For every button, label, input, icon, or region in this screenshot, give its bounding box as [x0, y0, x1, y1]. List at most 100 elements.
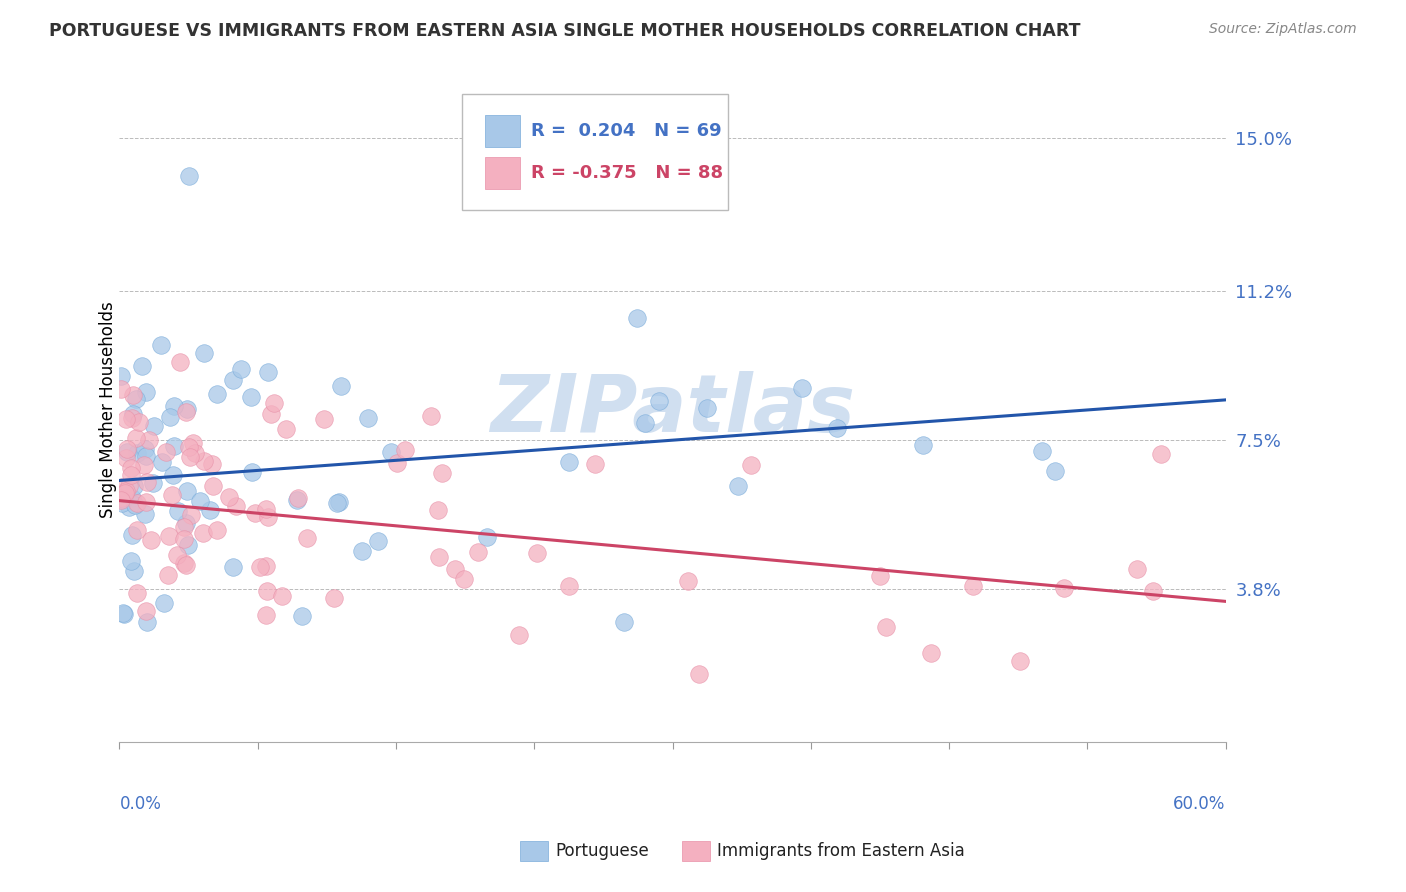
Point: [135, 494, 157, 508]
Point: [1031, 443, 1053, 458]
Point: [325, 496, 347, 510]
Point: [125, 446, 148, 460]
Point: [173, 520, 195, 534]
Point: [177, 440, 200, 454]
Point: [166, 548, 188, 562]
Point: [115, 412, 138, 426]
Point: [696, 401, 718, 415]
Point: [193, 345, 215, 359]
Point: [367, 534, 389, 549]
Point: [179, 450, 201, 464]
Point: [583, 457, 606, 471]
Point: [205, 523, 228, 537]
Point: [263, 396, 285, 410]
Point: [162, 467, 184, 482]
Point: [394, 443, 416, 458]
Point: [111, 496, 134, 510]
Point: [444, 562, 467, 576]
Point: [136, 615, 159, 629]
Point: [193, 454, 215, 468]
Point: [112, 607, 135, 621]
Point: [225, 499, 247, 513]
Point: [256, 583, 278, 598]
Point: [135, 449, 157, 463]
Point: [249, 560, 271, 574]
Point: [558, 455, 581, 469]
Text: R = -0.375   N = 88: R = -0.375 N = 88: [531, 164, 723, 182]
FancyBboxPatch shape: [485, 157, 520, 189]
Point: [242, 466, 264, 480]
Point: [962, 579, 984, 593]
Point: [201, 479, 224, 493]
Point: [134, 442, 156, 456]
Text: Immigrants from Eastern Asia: Immigrants from Eastern Asia: [717, 842, 965, 860]
Point: [1126, 562, 1149, 576]
Point: [121, 411, 143, 425]
Point: [142, 476, 165, 491]
Point: [626, 311, 648, 326]
Point: [110, 368, 132, 383]
Point: [508, 627, 530, 641]
Point: [159, 410, 181, 425]
Point: [124, 479, 146, 493]
Point: [121, 491, 143, 505]
Point: [191, 526, 214, 541]
Point: [135, 385, 157, 400]
Point: [1008, 654, 1031, 668]
Point: [453, 572, 475, 586]
Point: [221, 560, 243, 574]
Point: [271, 589, 294, 603]
Point: [323, 591, 346, 605]
Point: [120, 461, 142, 475]
Point: [117, 442, 139, 456]
Point: [188, 493, 211, 508]
Point: [176, 558, 198, 572]
Point: [276, 422, 298, 436]
Point: [357, 410, 380, 425]
Point: [243, 506, 266, 520]
Point: [285, 493, 308, 508]
Point: [205, 387, 228, 401]
Point: [110, 382, 132, 396]
Point: [380, 444, 402, 458]
Point: [184, 446, 207, 460]
Point: [330, 378, 353, 392]
Text: R =  0.204   N = 69: R = 0.204 N = 69: [531, 122, 721, 140]
Point: [240, 390, 263, 404]
Point: [179, 169, 201, 184]
Point: [201, 458, 224, 472]
Point: [254, 502, 277, 516]
Point: [911, 438, 934, 452]
Point: [150, 455, 173, 469]
Point: [218, 490, 240, 504]
Point: [260, 407, 283, 421]
Point: [128, 415, 150, 429]
Point: [613, 615, 636, 629]
Point: [111, 606, 134, 620]
Point: [869, 569, 891, 583]
Point: [157, 529, 180, 543]
Point: [121, 528, 143, 542]
Point: [162, 439, 184, 453]
Text: Portuguese: Portuguese: [555, 842, 650, 860]
Point: [180, 508, 202, 522]
Point: [1053, 581, 1076, 595]
Point: [477, 530, 499, 544]
Point: [153, 596, 176, 610]
Point: [169, 354, 191, 368]
Point: [727, 479, 749, 493]
Y-axis label: Single Mother Households: Single Mother Households: [100, 301, 117, 518]
FancyBboxPatch shape: [463, 94, 728, 211]
Point: [110, 492, 132, 507]
Point: [135, 604, 157, 618]
Point: [122, 565, 145, 579]
Point: [121, 388, 143, 402]
Point: [328, 495, 350, 509]
Point: [166, 504, 188, 518]
Point: [150, 338, 173, 352]
Point: [254, 607, 277, 622]
Point: [647, 394, 669, 409]
Point: [120, 467, 142, 482]
Point: [131, 359, 153, 373]
Point: [256, 365, 278, 379]
